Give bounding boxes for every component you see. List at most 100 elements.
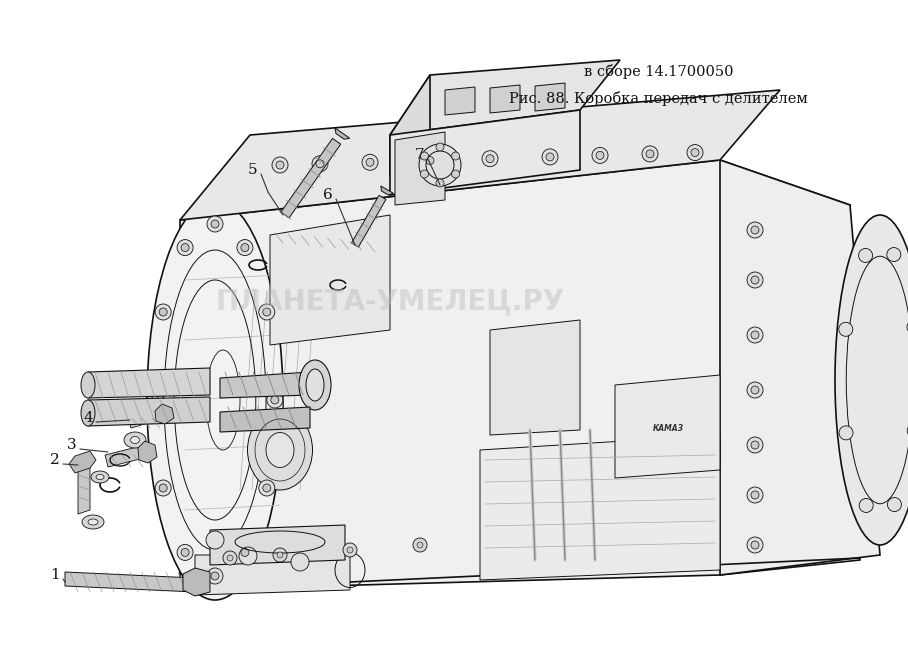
Circle shape (207, 568, 223, 584)
Circle shape (859, 249, 873, 263)
Circle shape (687, 145, 703, 160)
Polygon shape (105, 445, 148, 467)
Circle shape (291, 553, 309, 571)
Text: 2: 2 (50, 453, 60, 467)
Text: 1: 1 (50, 568, 60, 582)
Polygon shape (615, 375, 720, 478)
Polygon shape (180, 160, 860, 590)
Text: 5: 5 (248, 163, 258, 177)
Circle shape (413, 538, 427, 552)
Polygon shape (138, 441, 157, 463)
Circle shape (691, 149, 699, 156)
Circle shape (751, 226, 759, 234)
Circle shape (262, 484, 271, 492)
Circle shape (751, 331, 759, 339)
Ellipse shape (124, 432, 146, 448)
Circle shape (887, 247, 901, 261)
Ellipse shape (91, 471, 109, 483)
Circle shape (451, 170, 459, 178)
Circle shape (542, 149, 558, 165)
Circle shape (276, 161, 284, 169)
Circle shape (747, 327, 763, 343)
Text: Рис. 88. Коробка передач с делителем: Рис. 88. Коробка передач с делителем (508, 91, 808, 105)
Circle shape (273, 548, 287, 562)
Circle shape (839, 322, 853, 336)
Circle shape (239, 547, 257, 565)
Circle shape (420, 152, 429, 160)
Circle shape (751, 441, 759, 449)
Circle shape (887, 497, 902, 512)
Polygon shape (380, 186, 393, 195)
Text: 7: 7 (415, 148, 425, 162)
Ellipse shape (419, 144, 461, 186)
Polygon shape (390, 75, 430, 175)
Circle shape (262, 308, 271, 316)
Ellipse shape (299, 360, 331, 410)
Circle shape (227, 555, 233, 561)
Ellipse shape (835, 215, 908, 545)
Circle shape (747, 437, 763, 453)
Polygon shape (335, 128, 350, 139)
Circle shape (147, 392, 163, 408)
Text: ПЛАНЕТА-УМЕЛЕЦ.РУ: ПЛАНЕТА-УМЕЛЕЦ.РУ (216, 288, 565, 316)
Ellipse shape (81, 400, 95, 426)
Circle shape (747, 272, 763, 288)
Circle shape (259, 304, 275, 320)
Text: КАМАЗ: КАМАЗ (653, 424, 684, 432)
Circle shape (642, 146, 658, 162)
Circle shape (312, 156, 328, 172)
Circle shape (211, 220, 219, 228)
Ellipse shape (248, 410, 312, 490)
Polygon shape (88, 397, 210, 426)
Circle shape (907, 320, 908, 334)
Polygon shape (480, 435, 720, 580)
Circle shape (237, 544, 253, 560)
Circle shape (155, 480, 172, 496)
Circle shape (747, 222, 763, 238)
Circle shape (181, 548, 189, 556)
Circle shape (751, 491, 759, 499)
Polygon shape (535, 83, 565, 111)
Circle shape (859, 499, 873, 512)
Circle shape (159, 308, 167, 316)
Polygon shape (78, 456, 90, 514)
Circle shape (596, 151, 604, 159)
Circle shape (207, 216, 223, 232)
Circle shape (482, 151, 498, 166)
Ellipse shape (88, 519, 98, 525)
Text: в сборе 14.1700050: в сборе 14.1700050 (584, 64, 733, 79)
Ellipse shape (266, 432, 294, 467)
Polygon shape (69, 451, 96, 473)
Circle shape (362, 154, 378, 170)
Circle shape (451, 152, 459, 160)
Circle shape (839, 426, 853, 440)
Circle shape (751, 276, 759, 284)
Polygon shape (270, 215, 390, 345)
Circle shape (436, 143, 444, 151)
Circle shape (272, 157, 288, 173)
Polygon shape (390, 60, 620, 135)
Polygon shape (180, 90, 780, 220)
Ellipse shape (131, 436, 140, 444)
Ellipse shape (147, 200, 283, 600)
Circle shape (259, 480, 275, 496)
Polygon shape (65, 572, 195, 592)
Ellipse shape (306, 369, 324, 401)
Text: 4: 4 (84, 411, 93, 425)
Circle shape (181, 243, 189, 251)
Polygon shape (220, 372, 310, 398)
Circle shape (151, 396, 159, 404)
Polygon shape (395, 132, 445, 205)
Polygon shape (720, 160, 880, 575)
Polygon shape (210, 525, 345, 565)
Circle shape (155, 304, 172, 320)
Polygon shape (220, 407, 310, 432)
Circle shape (159, 484, 167, 492)
Circle shape (237, 239, 253, 255)
Circle shape (316, 160, 324, 168)
Circle shape (422, 152, 438, 168)
Circle shape (366, 158, 374, 166)
Polygon shape (195, 555, 350, 595)
Polygon shape (390, 110, 580, 195)
Circle shape (347, 547, 353, 553)
